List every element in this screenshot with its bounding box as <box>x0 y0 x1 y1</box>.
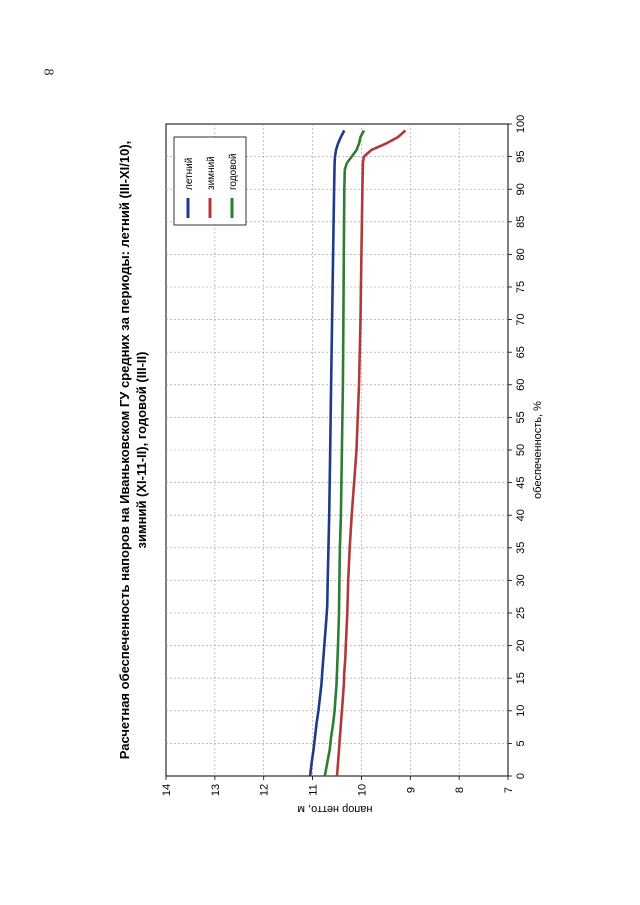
x-tick-label: 35 <box>515 542 527 554</box>
x-tick-label: 15 <box>515 672 527 684</box>
y-tick-label: 7 <box>503 787 515 793</box>
y-tick-label: 13 <box>210 784 222 796</box>
y-tick-label: 9 <box>405 787 417 793</box>
series-line-0 <box>308 129 346 777</box>
x-tick-label: 55 <box>515 411 527 423</box>
tick-labels: 0 5 10 15 20 25 30 35 40 45 50 55 60 65 70 75 80 85 90 95 10… <box>161 115 527 796</box>
y-tick-label: 12 <box>259 784 271 796</box>
x-tick-label: 75 <box>515 281 527 293</box>
y-tick-label: 8 <box>454 787 466 793</box>
x-tick-label: 70 <box>515 313 527 325</box>
x-tick-label: 25 <box>515 607 527 619</box>
x-tick-label: 10 <box>515 705 527 717</box>
x-tick-label: 85 <box>515 216 527 228</box>
y-tick-label: 10 <box>356 784 368 796</box>
series-line-1 <box>335 129 407 777</box>
x-tick-label: 65 <box>515 346 527 358</box>
y-tick-label: 14 <box>161 784 173 796</box>
x-tick-label: 40 <box>515 509 527 521</box>
legend-label-winter: зимний <box>206 156 217 190</box>
x-tick-label: 100 <box>515 115 527 133</box>
x-tick-label: 0 <box>515 773 527 779</box>
chart-title-line2: зимний (XI-11-II), годовой (III-II) <box>134 352 149 549</box>
y-tick-label: 11 <box>308 784 320 795</box>
legend: летний зимний годовой <box>173 136 247 226</box>
x-tick-label: 20 <box>515 639 527 651</box>
x-tick-label: 95 <box>515 150 527 162</box>
x-tick-label: 5 <box>515 740 527 746</box>
x-tick-label: 50 <box>515 444 527 456</box>
y-axis-title: напор нетто, м <box>297 803 372 815</box>
chart-title-line1: Расчетная обеспеченность напоров на Иван… <box>117 141 132 760</box>
x-axis-title: обеспеченность, % <box>532 401 544 499</box>
x-tick-label: 80 <box>515 248 527 260</box>
x-tick-label: 90 <box>515 183 527 195</box>
x-tick-label: 30 <box>515 574 527 586</box>
series-lines <box>308 129 407 777</box>
x-tick-label: 45 <box>515 476 527 488</box>
legend-label-summer: летний <box>184 158 195 190</box>
series-line-2 <box>323 129 366 777</box>
x-tick-label: 60 <box>515 379 527 391</box>
legend-label-annual: годовой <box>228 153 239 190</box>
